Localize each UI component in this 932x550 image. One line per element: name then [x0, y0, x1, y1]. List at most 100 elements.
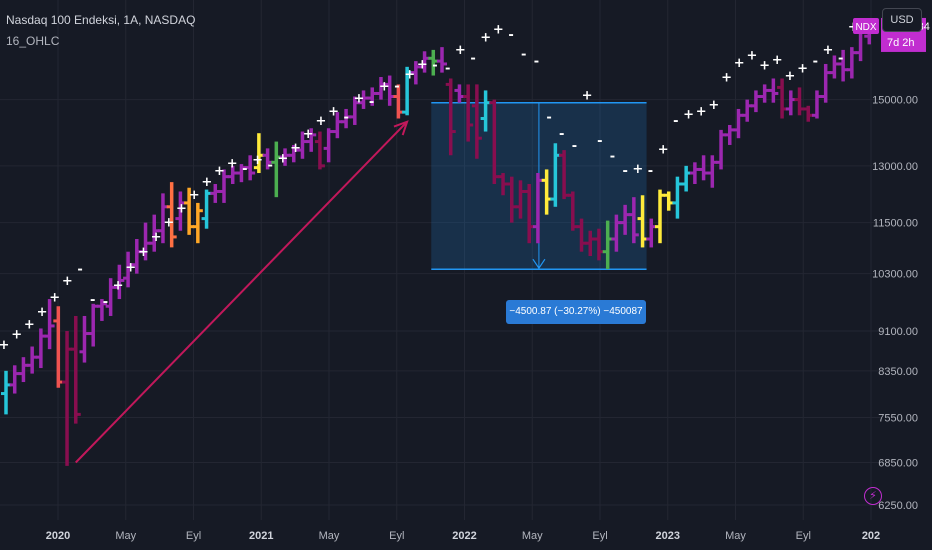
marker-sign: + [417, 57, 428, 72]
chart-title: Nasdaq 100 Endeksi, 1A, NASDAQ [6, 13, 196, 27]
marker-sign: + [772, 53, 783, 68]
marker-sign: + [328, 104, 339, 119]
ohlc-bar [733, 108, 744, 139]
y-tick-label: 9100.00 [878, 326, 918, 338]
marker-sign: + [189, 188, 200, 203]
marker-sign: + [493, 23, 504, 38]
marker-sign: - [344, 111, 349, 126]
marker-sign: - [838, 52, 843, 67]
marker-sign: + [696, 104, 707, 119]
currency-button[interactable]: USD [882, 8, 922, 32]
ohlc-bar [114, 264, 125, 300]
marker-sign: + [379, 79, 390, 94]
marker-sign: + [24, 317, 35, 332]
marker-sign: + [734, 56, 745, 71]
marker-sign: - [242, 162, 247, 177]
ohlc-bar [777, 78, 788, 119]
ohlc-bar [628, 197, 639, 244]
marker-sign: + [632, 162, 643, 177]
ohlc-bar [79, 315, 90, 363]
x-tick-label: 2023 [656, 530, 680, 542]
x-tick-label: Eyl [389, 530, 404, 542]
ohlc-bar [1, 370, 11, 415]
ohlc-bar [88, 303, 99, 347]
ohlc-bar [663, 191, 674, 211]
ohlc-bar [811, 90, 822, 119]
marker-sign: + [252, 153, 263, 168]
ohlc-bar [750, 90, 761, 113]
ohlc-bar [785, 90, 796, 116]
symbol-badge-text: NDX [855, 22, 876, 33]
x-tick-label: May [319, 530, 340, 542]
ohlc-bar [53, 306, 64, 388]
time-axis[interactable]: 2020 May Eyl 2021 May Eyl 2022 May Eyl 2023 May Eyl… [46, 530, 880, 542]
marker-sign: - [432, 59, 437, 74]
marker-sign: + [683, 107, 694, 122]
ohlc-bar [437, 47, 447, 73]
ohlc-bar [9, 365, 20, 394]
x-tick-label: May [522, 530, 543, 542]
x-tick-label: May [115, 530, 136, 542]
ohlc-bar [742, 99, 753, 122]
marker-sign: - [597, 134, 602, 149]
trend-arrow[interactable] [75, 120, 409, 464]
marker-sign: + [138, 245, 149, 260]
marker-sign: + [823, 43, 834, 58]
marker-sign: - [508, 28, 513, 43]
marker-sign: + [303, 127, 314, 142]
trend-arrow-line [75, 121, 408, 464]
x-tick-label: Eyl [796, 530, 811, 542]
marker-sign: + [746, 49, 757, 64]
marker-sign: - [470, 52, 475, 67]
measure-label: −4500.87 (−30.27%) −450087 [506, 300, 646, 324]
marker-sign: + [125, 260, 136, 275]
marker-sign: + [176, 202, 187, 217]
symbol-badge [853, 17, 879, 34]
marker-sign: + [151, 230, 162, 245]
ohlc-bars [1, 20, 875, 466]
indicator-label[interactable]: 16_OHLC [6, 34, 60, 48]
marker-sign: + [721, 70, 732, 85]
lightning-icon[interactable]: ⚡ [864, 487, 882, 505]
ohlc-bar [445, 78, 456, 156]
y-tick-label: 13000.00 [872, 161, 918, 173]
marker-sign: - [394, 79, 399, 94]
y-tick-label: 7550.00 [878, 412, 918, 424]
ohlc-bar [27, 346, 38, 374]
ohlc-bar [707, 155, 718, 188]
ohlc-bar [672, 176, 683, 219]
countdown-text: 7d 2h [887, 37, 915, 49]
marker-sign: + [582, 89, 593, 104]
price-axis[interactable]: 15000.00 13000.00 11500.00 10300.00 9100.00 8… [872, 95, 918, 512]
marker-sign: + [113, 279, 124, 294]
marker-sign: + [708, 98, 719, 113]
y-tick-label: 11500.00 [873, 218, 918, 230]
marker-sign: - [572, 139, 577, 154]
plus-minus-markers: ++++++-- -+++++++++ + -+ - +++++ -+ -+ -++ - -+-++… [0, 20, 859, 353]
ohlc-bar [803, 105, 814, 122]
ohlc-bar [70, 315, 81, 424]
marker-sign: + [227, 157, 238, 172]
marker-sign: + [455, 43, 466, 58]
marker-sign: + [784, 69, 795, 84]
marker-sign: - [77, 263, 82, 278]
measure-arrow-head [532, 258, 546, 270]
x-tick-label: 2022 [452, 530, 476, 542]
marker-sign: + [49, 290, 60, 305]
ohlc-bar [716, 129, 727, 170]
marker-sign: - [103, 295, 108, 310]
ohlc-bar [18, 357, 29, 383]
marker-sign: - [268, 158, 273, 173]
marker-sign: + [11, 328, 22, 343]
marker-sign: + [0, 338, 9, 353]
marker-sign: + [658, 143, 669, 158]
y-tick-label: 6250.00 [878, 500, 918, 512]
ohlc-bar [698, 155, 709, 181]
ohlc-bar [306, 128, 317, 152]
y-tick-label: 10300.00 [872, 269, 918, 281]
ohlc-bar [35, 328, 46, 369]
marker-sign: - [610, 150, 615, 165]
x-tick-label: 2021 [249, 530, 273, 542]
marker-sign: + [201, 175, 212, 190]
